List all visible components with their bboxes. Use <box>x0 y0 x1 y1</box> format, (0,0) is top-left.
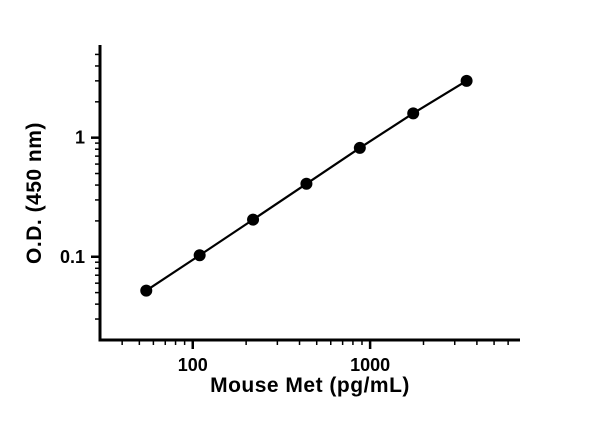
x-axis-title: Mouse Met (pg/mL) <box>210 374 410 397</box>
data-point <box>193 249 206 262</box>
x-tick-label: 100 <box>178 355 208 375</box>
data-point <box>140 284 153 297</box>
x-tick-label: 1000 <box>350 355 390 375</box>
y-tick-label: 1 <box>75 128 85 148</box>
data-point <box>247 213 260 226</box>
data-point <box>460 74 473 87</box>
data-point <box>353 141 366 154</box>
y-tick-label: 0.1 <box>60 247 85 267</box>
data-point <box>300 177 313 190</box>
data-point <box>407 107 420 120</box>
